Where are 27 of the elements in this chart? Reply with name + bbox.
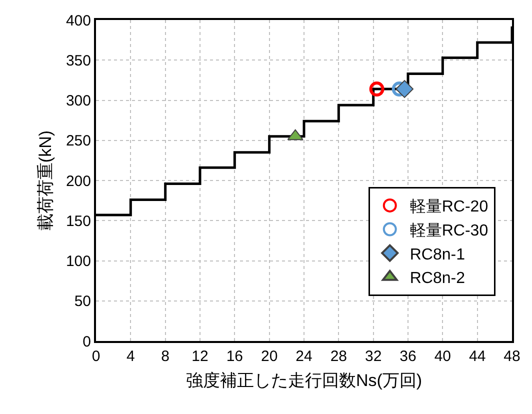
y-tick-label: 100	[66, 253, 91, 270]
legend-label: 軽量RC-20	[410, 198, 488, 216]
x-tick-label: 12	[192, 348, 208, 365]
y-tick-label: 300	[66, 92, 91, 110]
x-tick-label: 24	[296, 348, 312, 365]
legend-label: RC8n-2	[410, 270, 466, 288]
x-tick-label: 4	[126, 348, 135, 365]
y-tick-label: 200	[66, 172, 91, 190]
x-tick-label: 28	[330, 348, 348, 365]
x-tick-label: 44	[468, 348, 486, 365]
x-tick-label: 36	[400, 348, 416, 365]
x-tick-label: 48	[504, 348, 520, 365]
legend-label: 軽量RC-30	[410, 222, 488, 240]
y-tick-label: 150	[66, 212, 91, 230]
x-tick-label: 20	[260, 348, 278, 365]
legend-label: RC8n-1	[410, 246, 466, 264]
x-tick-label: 32	[364, 348, 382, 365]
x-tick-label: 8	[161, 348, 170, 365]
x-tick-label: 16	[226, 348, 244, 365]
y-tick-label: 50	[74, 293, 91, 310]
y-tick-label: 250	[66, 132, 91, 150]
y-tick-label: 0	[82, 333, 91, 350]
y-tick-label: 350	[66, 52, 91, 70]
y-tick-label: 400	[66, 12, 91, 30]
x-tick-label: 40	[434, 348, 452, 365]
y-axis-title: 載荷荷重(kN)	[36, 130, 56, 231]
x-axis-title: 強度補正した走行回数Ns(万回)	[186, 370, 422, 390]
